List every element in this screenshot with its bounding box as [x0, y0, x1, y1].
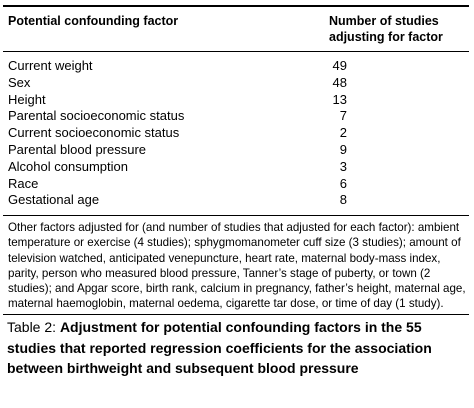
count-value: 6	[339, 175, 347, 191]
body-rule	[3, 215, 469, 217]
count-cell: 7	[329, 108, 469, 125]
caption-label: Table 2:	[7, 319, 60, 336]
factor-cell: Race	[8, 175, 39, 191]
count-cell: 6	[329, 176, 469, 193]
table-row: Current weight 49	[3, 58, 469, 75]
factor-cell: Height	[8, 91, 46, 107]
factor-cell: Alcohol consumption	[8, 158, 128, 174]
table-figure: Potential confounding factor Number of s…	[3, 5, 469, 379]
count-value: 9	[339, 141, 347, 157]
table-row: Sex 48	[3, 75, 469, 92]
count-cell: 8	[329, 192, 469, 209]
table-row: Alcohol consumption 3	[3, 159, 469, 176]
factor-cell: Sex	[8, 74, 31, 90]
factor-cell: Current socioeconomic status	[8, 125, 180, 141]
top-rule	[3, 5, 469, 7]
count-cell: 48	[329, 75, 469, 92]
header-count: Number of studies adjusting for factor	[329, 14, 443, 44]
factor-cell: Parental socioeconomic status	[8, 108, 185, 124]
confounder-table: Current weight 49 Sex 48 Height 13 Parental so…	[3, 58, 469, 209]
count-value: 3	[339, 158, 347, 174]
count-cell: 13	[329, 92, 469, 109]
factor-cell: Gestational age	[8, 192, 100, 208]
table-row: Parental socioeconomic status 7	[3, 108, 469, 125]
factor-cell: Parental blood pressure	[8, 141, 147, 157]
header-factor: Potential confounding factor	[8, 14, 179, 28]
factor-cell: Current weight	[8, 58, 93, 73]
table-row: Height 13	[3, 92, 469, 109]
header-rule	[3, 51, 469, 52]
table-footnote: Other factors adjusted for (and number o…	[8, 221, 466, 311]
count-value: 7	[339, 108, 347, 124]
count-cell: 2	[329, 125, 469, 142]
footnote-rule	[3, 314, 469, 316]
count-value: 13	[332, 91, 347, 107]
count-value: 48	[332, 74, 347, 90]
count-cell: 49	[329, 58, 469, 75]
table-row: Race 6	[3, 176, 469, 193]
count-value: 49	[332, 58, 347, 73]
count-cell: 3	[329, 159, 469, 176]
count-value: 2	[339, 125, 347, 141]
table-row: Parental blood pressure 9	[3, 142, 469, 159]
table-caption: Table 2: Adjustment for potential confou…	[3, 315, 469, 379]
count-cell: 9	[329, 142, 469, 159]
table-header: Potential confounding factor Number of s…	[3, 7, 469, 51]
table-row: Gestational age 8	[3, 192, 469, 209]
count-value: 8	[339, 192, 347, 208]
table-row: Current socioeconomic status 2	[3, 125, 469, 142]
caption-text: Adjustment for potential confounding fac…	[7, 319, 432, 377]
